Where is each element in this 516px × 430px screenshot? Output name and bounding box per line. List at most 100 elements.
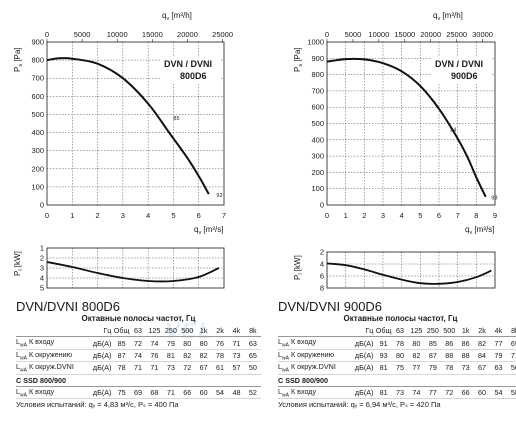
right-power-curve: [326, 262, 492, 285]
right-xtick-label: 1: [344, 211, 348, 220]
tbl800-row-value: 73: [166, 363, 175, 373]
right-ytick-label: 800: [311, 70, 324, 79]
tbl800-row-value: 79: [166, 338, 175, 348]
left-fan-label-box: [160, 56, 220, 84]
tbl900-col-unit: Гц: [365, 326, 374, 336]
left-xtick-label: 0: [45, 211, 49, 220]
tbl900-row-value: 77: [412, 363, 421, 373]
tbl800-row-value: 57: [232, 363, 241, 373]
right-top-tick-label: 15000: [394, 30, 415, 39]
tbl900-row-value: 77: [428, 388, 437, 398]
left-ytick-label: 200: [31, 164, 44, 173]
tbl900-table-row: LwA К окружению дБ(A) 93 80 82 87 88 88 84 79 71: [278, 349, 516, 363]
tbl800-col-label: 1k: [199, 326, 208, 336]
right-xtick-label: 3: [381, 211, 385, 220]
left-bottom-axis-label: qv [m³/s]: [194, 225, 223, 236]
tbl800-row-value: 78: [117, 363, 126, 373]
tbl800-table-row: LwA К окружению дБ(A) 87 74 76 81 82 82 78 73 65: [16, 350, 261, 363]
right-ytick-label: 1000: [307, 38, 324, 47]
tbl900-col-label: 4k: [494, 326, 503, 336]
left-top-tick-label: 5000: [74, 30, 91, 39]
tbl800-row-value: 71: [166, 388, 175, 398]
tbl900-row-label: LwA К окружению: [278, 349, 335, 362]
left-ps-axis-label: Ps [Pa]: [13, 47, 24, 72]
left-top-tick-label: 0: [45, 30, 49, 39]
panel-title-800: DVN/DVNI 800D6: [16, 299, 121, 314]
tbl800-row-value: 68: [150, 388, 159, 398]
tbl800-col-label: 250: [164, 326, 177, 336]
left-ytick-label: 500: [31, 110, 44, 119]
tbl800-row-label: LwA К входу: [16, 337, 55, 349]
left-ytick-label: 100: [31, 182, 44, 191]
right-ps-axis-label: Ps [Pa]: [293, 47, 304, 72]
right-power-ytick-label: 2: [320, 248, 324, 257]
right-efficiency-label: 84: [450, 128, 456, 134]
tbl900-row-unit: дБ(A): [354, 388, 374, 398]
left-fan-label-line2: 800D6: [180, 71, 207, 81]
tbl900-row-value: 54: [494, 388, 503, 398]
left-xtick-label: 1: [70, 211, 74, 220]
tbl800-row-value: 63: [248, 338, 257, 348]
tbl800-row-value: 82: [199, 350, 208, 360]
tbl900-row-value: 82: [412, 350, 421, 360]
left-ytick-label: 800: [31, 56, 44, 65]
left-pl-axis-label: Pl [kW]: [13, 251, 24, 276]
tbl900-row-value: 91: [379, 338, 388, 348]
tbl800-row-value: 60: [199, 388, 208, 398]
tbl900-row-value: 58: [510, 388, 516, 398]
tbl900-row-value: 81: [379, 388, 388, 398]
tbl800-row-value: 80: [183, 338, 192, 348]
tbl900-row-value: 79: [494, 350, 503, 360]
right-bottom-axis-label: qv [m³/s]: [465, 225, 494, 236]
tbl900-col-label: 125: [410, 326, 423, 336]
right-efficiency-label: 98: [491, 195, 497, 201]
left-fan-label-line1: DVN / DVNI: [164, 59, 212, 69]
tbl800-table-row: LwA К окруж.DVNI дБ(A) 78 71 71 73 72 67 61 57 50: [16, 362, 261, 375]
tbl800-row-unit: дБ(A): [92, 350, 112, 360]
tbl800-col-label: 2k: [216, 326, 224, 336]
tbl900-col-label: 1k: [461, 326, 470, 336]
left-power-ytick-label: 2: [40, 254, 44, 263]
tbl900-row-value: 67: [478, 363, 487, 373]
tbl800-row-value: 76: [216, 338, 225, 348]
right-ytick-label: 100: [311, 184, 324, 193]
left-top-tick-label: 25000: [212, 30, 233, 39]
tbl800-row-value: 67: [199, 363, 208, 373]
left-top-tick-label: 10000: [107, 30, 128, 39]
tbl800-row-unit: дБ(A): [92, 363, 112, 373]
tbl800-row-value: 82: [183, 350, 192, 360]
tbl900-row-value: 80: [396, 350, 405, 360]
tbl900-col-label: 250: [426, 326, 439, 336]
tbl800-col-label: 125: [148, 326, 161, 336]
tbl900-col-label: 2k: [478, 326, 486, 336]
left-power-ytick-label: 3: [40, 264, 44, 273]
tbl800-col-label: 63: [134, 326, 143, 336]
right-pressure-curve: [326, 57, 487, 198]
tbl800-row-value: 75: [117, 388, 126, 398]
tbl800-table-row: LwA К входу дБ(A) 75 69 68 71 66 60 54 48 52: [16, 387, 261, 400]
tbl800-col-label: 8k: [249, 326, 257, 336]
tbl900-row-value: 85: [428, 338, 437, 348]
right-xtick-label: 9: [493, 211, 497, 220]
left-ytick-label: 600: [31, 92, 44, 101]
right-power-ytick-label: 6: [320, 272, 324, 281]
tbl900-row-value: 81: [379, 363, 388, 373]
tbl800-row-value: 72: [183, 363, 192, 373]
right-xtick-label: 6: [437, 211, 441, 220]
tbl900-row-value: 79: [428, 363, 437, 373]
left-top-tick-label: 20000: [177, 30, 198, 39]
tbl900-row-unit: дБ(A): [354, 338, 374, 348]
right-ytick-label: 600: [311, 103, 324, 112]
left-ytick-label: 900: [31, 38, 44, 47]
tbl900-octave-header: Октавные полосы частот, Гц: [343, 314, 458, 323]
right-xtick-label: 4: [400, 211, 404, 220]
tbl900-table-row: LwA К окруж.DVNI дБ(A) 81 75 77 79 78 73 67 63 56: [278, 362, 516, 375]
tbl900-row-unit: дБ(A): [354, 350, 374, 360]
right-xtick-label: 2: [362, 211, 366, 220]
left-power-ytick-label: 1: [40, 244, 44, 253]
right-ytick-label: 400: [311, 135, 324, 144]
right-ytick-label: 900: [311, 54, 324, 63]
tbl800-col-label: 4k: [232, 326, 241, 336]
tbl800-row-value: 66: [183, 388, 192, 398]
left-power-ytick-label: 4: [40, 274, 44, 283]
